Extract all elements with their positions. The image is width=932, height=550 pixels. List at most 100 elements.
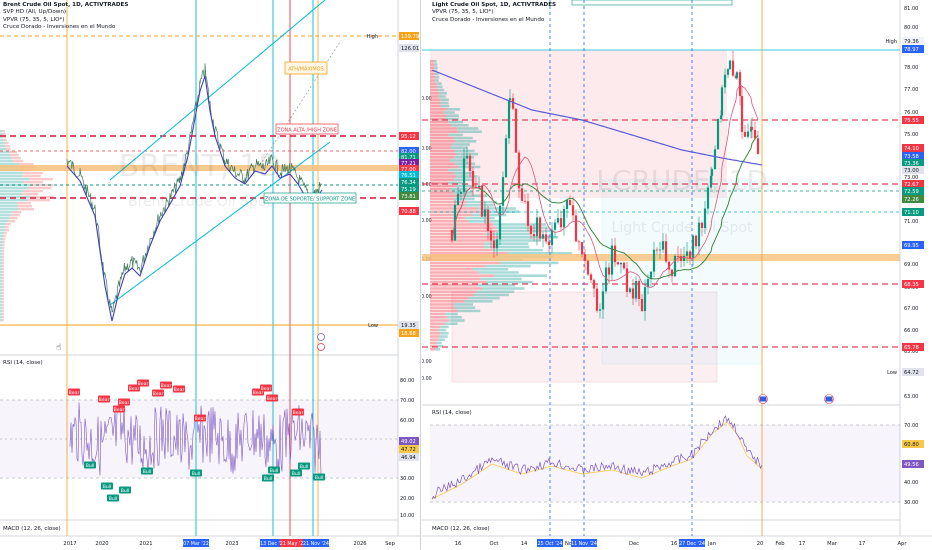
- candle-up: [673, 253, 677, 278]
- candle-down: [700, 222, 704, 237]
- candle-up: [553, 218, 557, 238]
- candle-body: [498, 205, 502, 240]
- candle-body: [532, 234, 536, 237]
- rsi-signals[interactable]: BearBearBearBearBearBearBearBearBearBear…: [68, 379, 325, 502]
- volume-bar-down: [430, 133, 449, 137]
- volume-bar-down: [2, 238, 6, 241]
- volume-bar-down: [430, 101, 441, 105]
- time-tick: 16: [671, 541, 678, 547]
- volume-profile[interactable]: [430, 60, 573, 351]
- candle-down: [526, 193, 530, 232]
- event-icon-2[interactable]: [317, 343, 325, 351]
- time-highlight: 13 Dec '23: [260, 539, 286, 547]
- orange-band[interactable]: [422, 254, 900, 261]
- candle-up: [649, 271, 653, 287]
- time-tick: Mar: [827, 541, 838, 547]
- candle-body: [450, 230, 454, 241]
- volume-bar-up: [0, 271, 3, 274]
- bear-signal-label: Bear: [129, 386, 140, 392]
- event-icon[interactable]: [317, 333, 325, 341]
- candle-down: [607, 262, 611, 285]
- bull-signal: Bull: [101, 482, 113, 490]
- volume-bar-up: [433, 60, 437, 63]
- price-axis[interactable]: 81.0080.0079.0078.0077.0076.0075.0074.00…: [886, 6, 925, 506]
- price-badge: 139.79: [399, 32, 419, 40]
- candle-body: [462, 158, 466, 193]
- bear-signal: Bear: [152, 389, 164, 397]
- channel-mid[interactable]: [259, 41, 341, 166]
- support-zone-box[interactable]: [263, 192, 357, 204]
- price-badge: 68.35: [902, 280, 924, 288]
- bull-signal: Bull: [313, 473, 325, 481]
- bull-signal-label: Bull: [264, 476, 273, 482]
- channel-upper[interactable]: [109, 0, 326, 181]
- rsi-line[interactable]: [431, 415, 763, 500]
- lower-pink-zone[interactable]: [451, 291, 718, 383]
- candle-body: [756, 138, 760, 154]
- ma-slow[interactable]: [431, 69, 763, 166]
- candle-down: [595, 283, 599, 313]
- event-flag-icon[interactable]: [758, 394, 768, 404]
- rsi-axis-tick: 60.00: [400, 418, 414, 424]
- volume-bar-up: [440, 332, 449, 335]
- rsi-badge-text: 47.72: [401, 447, 416, 453]
- candle-up: [501, 171, 505, 215]
- volume-bar-up: [438, 95, 446, 98]
- time-axis[interactable]: 16 Oct 14 Nov Dec 16 Jan 20 Feb 17 Mar 17 Apr 25 Oct …: [455, 539, 908, 547]
- volume-bar-down: [430, 252, 509, 255]
- price-badge: 95.12: [399, 132, 419, 140]
- event-flag-icon[interactable]: [824, 394, 834, 404]
- wti-chart-pane[interactable]: 80.0070.0060.0050.0040.0030.0020.0010.00…: [422, 0, 932, 550]
- bear-signal: Bear: [266, 394, 278, 402]
- pink-zone[interactable]: [430, 50, 727, 198]
- candle-body: [562, 208, 566, 228]
- volume-bar-down: [430, 296, 469, 300]
- volume-bar-down: [2, 298, 5, 301]
- time-tick: Oct: [490, 541, 499, 547]
- volume-profile[interactable]: [0, 130, 55, 322]
- rsi-band[interactable]: [0, 400, 398, 478]
- volume-bar-up: [458, 130, 482, 133]
- rsi-band[interactable]: [430, 425, 900, 502]
- wti-chart-svg[interactable]: 80.0070.0060.0050.0040.0030.0020.0010.00…: [422, 0, 932, 550]
- rsi-badge-text: 46.94: [401, 455, 417, 461]
- price-badge-text: 73.36: [904, 161, 919, 167]
- brent-moving-average[interactable]: [66, 75, 323, 322]
- candle-body: [477, 185, 481, 189]
- volume-bar-up: [0, 151, 10, 154]
- time-axis[interactable]: 2017 2020 2021 2023 2026 Sep 07 Mar '22 13 Dec …: [63, 539, 396, 547]
- price-badge: 73.81: [399, 192, 419, 200]
- price-badge: 79.36: [902, 37, 924, 45]
- top-green-box[interactable]: [571, 0, 733, 6]
- candle-body: [541, 234, 545, 239]
- cyan-zone[interactable]: [601, 179, 763, 365]
- volume-bar-down: [29, 184, 54, 187]
- candle-up: [562, 205, 566, 236]
- candle-body: [574, 215, 578, 242]
- brent-chart-pane[interactable]: ATH/MÁXIMOS ZONA ALTA /HIGH ZONE ZONA DE…: [0, 0, 421, 550]
- volume-bar-down: [17, 205, 33, 208]
- bear-signal-label: Bear: [119, 400, 130, 406]
- high-zone-box[interactable]: [275, 123, 339, 135]
- channel-lower[interactable]: [109, 141, 331, 306]
- ma-mid[interactable]: [451, 135, 759, 280]
- price-badge-text: 76.34: [401, 180, 417, 186]
- volume-bar-up: [0, 235, 4, 238]
- brent-chart-svg[interactable]: ATH/MÁXIMOS ZONA ALTA /HIGH ZONE ZONA DE…: [0, 0, 420, 550]
- brent-price-series[interactable]: [66, 63, 323, 313]
- price-badge-bg: [399, 44, 419, 52]
- ath-annotation-box[interactable]: [284, 61, 328, 75]
- rsi-ma-line[interactable]: [431, 421, 763, 500]
- price-badge-text: 75.19: [401, 187, 416, 193]
- candle-down: [574, 209, 578, 243]
- price-badge-bg: [399, 147, 419, 155]
- ma-fast[interactable]: [451, 84, 759, 289]
- bear-signal: Bear: [260, 384, 272, 392]
- candle-up: [746, 123, 750, 139]
- price-axis[interactable]: High 139.79 126.01 95.12 82.0081.7177.2177.0…: [367, 32, 420, 519]
- candle-body: [661, 241, 665, 250]
- volume-bar-down: [430, 309, 458, 313]
- orange-band[interactable]: [0, 165, 398, 171]
- bull-signal-bg: [84, 461, 96, 469]
- price-badge-text: 82.00: [401, 149, 416, 155]
